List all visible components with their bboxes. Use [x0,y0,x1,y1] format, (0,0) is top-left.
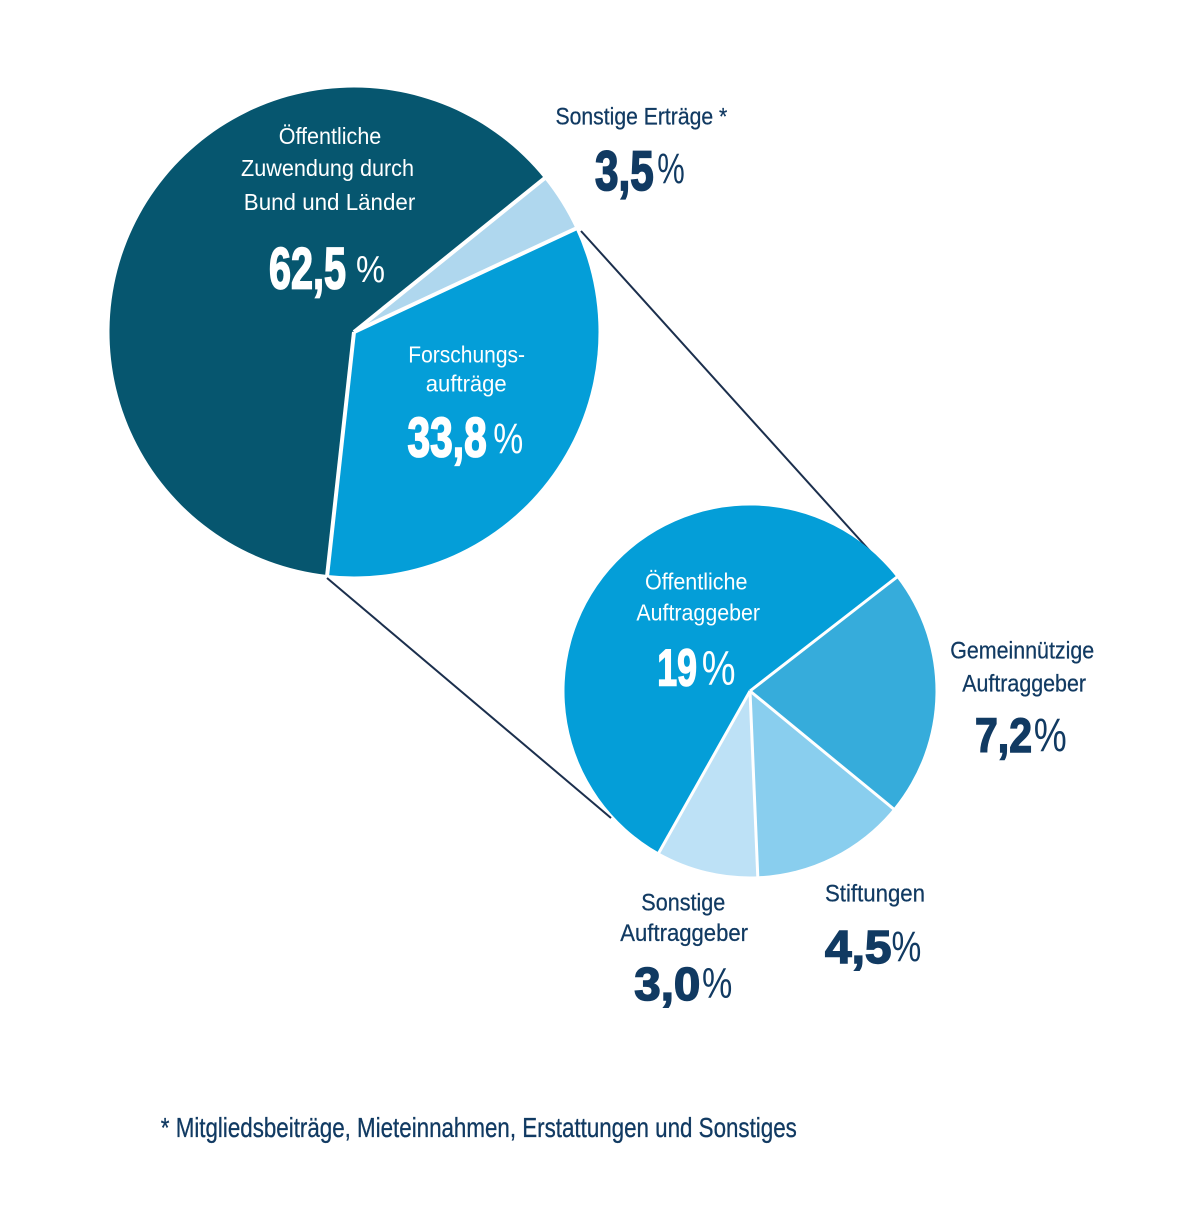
svg-text:%: % [493,415,523,463]
svg-text:7,2: 7,2 [975,710,1032,763]
svg-text:62,5: 62,5 [269,237,346,302]
svg-text:Forschungs-: Forschungs- [408,342,525,368]
svg-text:Öffentliche: Öffentliche [645,569,748,595]
svg-text:* Mitgliedsbeiträge, Mieteinna: * Mitgliedsbeiträge, Mieteinnahmen, Erst… [161,1112,797,1143]
svg-text:Bund und Länder: Bund und Länder [244,189,416,215]
svg-text:Sonstige Erträge *: Sonstige Erträge * [556,103,728,130]
svg-text:3,5: 3,5 [595,139,654,202]
svg-text:Sonstige: Sonstige [641,890,725,917]
svg-text:Stiftungen: Stiftungen [825,880,925,907]
svg-text:Auftraggeber: Auftraggeber [962,671,1086,698]
svg-text:%: % [1034,708,1067,761]
svg-text:%: % [702,960,732,1008]
svg-text:4,5: 4,5 [825,921,892,973]
svg-text:%: % [657,146,685,194]
svg-text:Gemeinnützige: Gemeinnützige [950,638,1094,665]
svg-text:%: % [702,643,736,696]
svg-text:33,8: 33,8 [408,406,487,469]
svg-text:%: % [892,924,922,972]
svg-text:19: 19 [657,639,697,697]
svg-text:aufträge: aufträge [426,371,507,397]
svg-text:Auftraggeber: Auftraggeber [620,920,748,947]
svg-text:%: % [356,249,385,291]
svg-text:Zuwendung durch: Zuwendung durch [241,155,414,181]
svg-text:Auftraggeber: Auftraggeber [636,599,760,625]
svg-text:Öffentliche: Öffentliche [279,123,382,149]
svg-text:3,0: 3,0 [634,958,700,1010]
